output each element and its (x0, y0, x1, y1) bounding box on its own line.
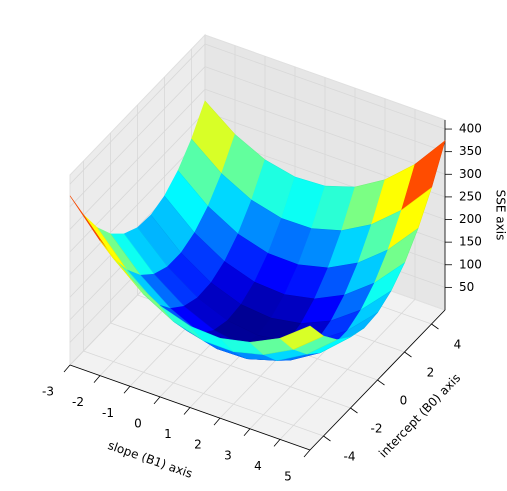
x-tick-label: 1 (164, 427, 172, 441)
z-tick-label: 50 (459, 280, 474, 294)
x-tick-label: 0 (134, 416, 142, 430)
z-tick-label: 200 (459, 212, 482, 226)
grid-line (69, 89, 206, 230)
x-tick-label: 4 (254, 459, 262, 473)
x-tick-label: 2 (194, 438, 202, 452)
x-tick (93, 375, 101, 383)
x-tick-label: -1 (102, 406, 114, 420)
z-tick-label: 350 (459, 144, 482, 158)
grid-line (69, 134, 206, 275)
x-tick (213, 417, 221, 426)
z-axis-label: SSE axis (494, 190, 507, 241)
x-tick-label: -2 (72, 395, 84, 409)
axis-line (69, 364, 311, 451)
z-tick-label: 250 (459, 189, 482, 203)
x-tick (183, 407, 191, 415)
x-axis-label: slope (B1) axis (106, 438, 194, 481)
x-tick (273, 439, 281, 447)
grid-line (69, 43, 206, 185)
x-tick-label: 5 (284, 470, 292, 484)
y-tick-label: -4 (344, 450, 356, 464)
grid-line (69, 66, 206, 207)
y-tick-label: -2 (371, 422, 383, 436)
z-tick-label: 150 (459, 235, 482, 249)
grid-line (110, 322, 351, 409)
x-tick (123, 385, 131, 394)
grid-line (83, 350, 324, 437)
y-tick-label: 0 (400, 394, 408, 408)
x-tick (303, 449, 311, 458)
z-tick-label: 100 (459, 257, 482, 271)
x-tick (243, 428, 251, 437)
x-tick-label: -3 (42, 385, 54, 399)
z-tick-label: 300 (459, 167, 482, 181)
grid-line (204, 88, 446, 175)
x-tick (63, 364, 71, 373)
x-tick (153, 396, 161, 405)
y-tick (431, 323, 439, 330)
y-tick (377, 379, 385, 386)
x-tick-label: 3 (224, 448, 232, 462)
z-tick-label: 400 (459, 122, 482, 136)
axis-line (309, 309, 446, 451)
y-tick (323, 435, 331, 442)
y-tick-label: 2 (427, 366, 435, 380)
y-axis-label: intercept (B0) axis (376, 371, 463, 461)
y-tick (404, 351, 412, 358)
surface-edge (279, 325, 324, 350)
grid-line (204, 43, 446, 130)
y-tick (350, 407, 358, 414)
grid-line (204, 66, 446, 153)
y-tick-label: 4 (454, 338, 462, 352)
surface-patch (279, 325, 325, 350)
